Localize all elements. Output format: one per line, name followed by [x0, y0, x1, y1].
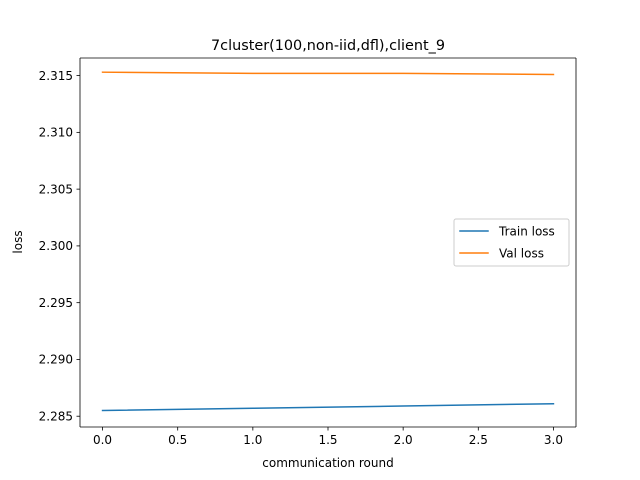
- x-axis-ticks: 0.0 0.5 1.0 1.5 2.0 2.5 3.0: [93, 427, 563, 447]
- x-tick-label: 0.5: [168, 433, 187, 447]
- x-tick-label: 0.0: [93, 433, 112, 447]
- x-tick-label: 2.0: [394, 433, 413, 447]
- y-tick-label: 2.295: [39, 296, 73, 310]
- y-axis-ticks: 2.285 2.290 2.295 2.300 2.305 2.310 2.315: [39, 69, 80, 424]
- series-line-val-loss: [101, 71, 555, 76]
- chart-title: 7cluster(100,non-iid,dfl),client_9: [211, 38, 445, 54]
- legend-label-val: Val loss: [499, 247, 544, 261]
- y-tick-label: 2.300: [39, 239, 73, 253]
- y-tick-label: 2.315: [39, 69, 73, 83]
- x-tick-label: 1.5: [318, 433, 337, 447]
- y-tick-label: 2.310: [39, 126, 73, 140]
- x-tick-label: 3.0: [544, 433, 563, 447]
- x-tick-label: 1.0: [243, 433, 262, 447]
- legend: Train loss Val loss: [453, 218, 570, 267]
- legend-label-train: Train loss: [498, 225, 555, 239]
- x-axis-label: communication round: [262, 456, 393, 470]
- y-tick-label: 2.305: [39, 182, 73, 196]
- y-axis-label: loss: [11, 230, 25, 253]
- series-layer: [101, 71, 555, 412]
- x-tick-label: 2.5: [469, 433, 488, 447]
- y-tick-label: 2.285: [39, 410, 73, 424]
- y-tick-label: 2.290: [39, 353, 73, 367]
- series-line-train-loss: [101, 402, 555, 412]
